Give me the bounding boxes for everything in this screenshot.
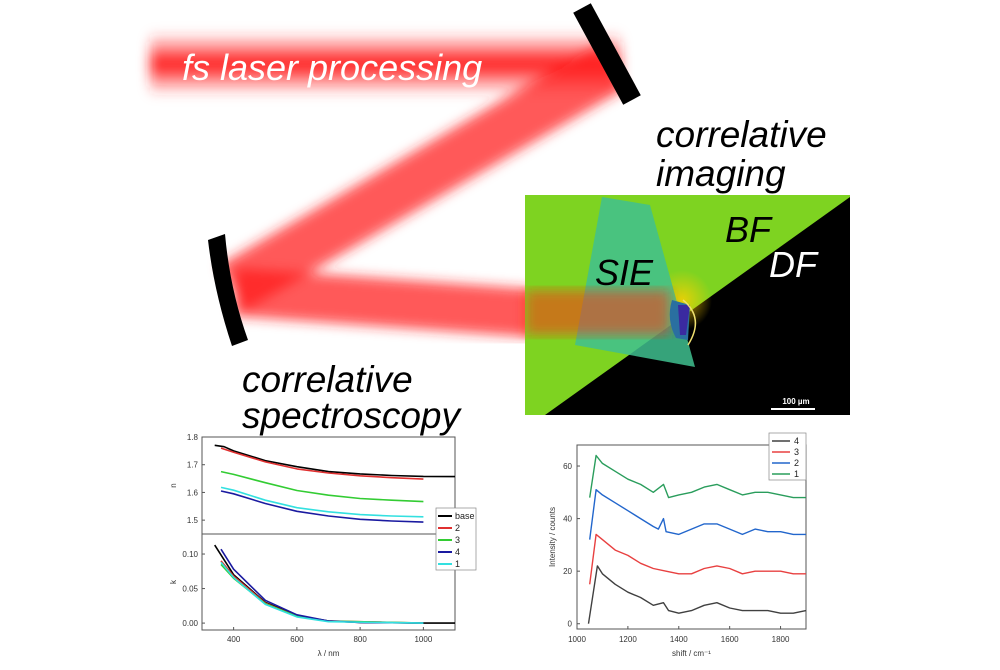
series-line-n-base [214,444,456,478]
x-tick-label: 1800 [772,635,790,644]
y-tick-label: 60 [563,462,572,471]
y-tick-label: 1.8 [187,433,199,442]
legend-label-base: base [455,511,475,521]
optical-constants-chart: 1.5 1.6 1.7 1.8 n 0.00 0.05 0.10 k 400 600 800 1000 λ… [169,433,477,658]
x-tick-label: 1200 [619,635,637,644]
y-tick-label: 40 [563,515,572,524]
x-tick-label: 1000 [568,635,586,644]
series-line-n-1 [220,486,424,518]
y-tick-label: 0 [568,620,573,629]
y-tick-label: 0.10 [182,550,198,559]
y-tick-label: 20 [563,567,572,576]
x-tick-label: 400 [227,635,241,644]
legend-label-4: 4 [794,436,799,446]
raman-spectra-chart: 0 20 40 60 1000 1200 1400 1600 1800 shift / cm⁻¹ I… [548,432,807,658]
legend-label-2: 2 [794,458,799,468]
legend-box [768,432,807,481]
legend-label-2: 2 [455,523,460,533]
plot-frame [576,444,807,630]
plot-frame-k [201,533,456,631]
bf-label: BF [725,209,773,250]
y-tick-label: 0.00 [182,619,198,628]
legend-label-3: 3 [794,447,799,457]
legend: base 2 3 4 1 [435,507,477,571]
legend-label-1: 1 [794,469,799,479]
y-tick-label: 1.7 [187,461,199,470]
series-line-4 [587,565,807,624]
series-line-1 [589,454,806,499]
y-axis-label: n [169,483,178,487]
scale-bar-label: 100 µm [782,397,809,406]
x-axis-label: shift / cm⁻¹ [672,649,711,658]
legend-label-3: 3 [455,535,460,545]
sie-label: SIE [595,252,654,293]
y-tick-label: 1.6 [187,488,199,497]
x-tick-label: 800 [353,635,367,644]
laser-beam [150,32,626,339]
imaging-label-line1: correlative [656,114,827,155]
y-axis-label: k [169,579,178,584]
legend-label-1: 1 [455,559,460,569]
series-line-k-1 [220,561,424,624]
legend-label-4: 4 [455,547,460,557]
x-axis-label: λ / nm [318,649,340,658]
laser-label: fs laser processing [182,47,482,88]
series-line-k-3 [220,563,424,624]
series-line-k-base [214,544,455,624]
x-tick-label: 600 [290,635,304,644]
series-line-n-3 [220,470,424,503]
flat-mirror [573,3,641,105]
series-line-n-4 [220,490,424,523]
spectroscopy-label-line1: correlative [242,359,413,400]
y-axis-label: Intensity / counts [548,507,557,567]
x-tick-label: 1400 [670,635,688,644]
micrograph: BF DF SIE 100 µm [525,195,850,415]
plot-frame-n [201,436,456,535]
series-line-2 [589,489,806,540]
series-line-n-2 [220,447,424,480]
imaging-label-line2: imaging [656,153,786,194]
df-label: DF [769,244,819,285]
y-tick-label: 1.5 [187,516,199,525]
series-line-3 [589,533,806,585]
concave-mirror [208,234,248,346]
y-tick-label: 0.05 [182,585,198,594]
x-tick-label: 1000 [414,635,432,644]
series-line-k-4 [220,548,424,624]
spectroscopy-label-line2: spectroscopy [242,395,462,436]
x-tick-label: 1600 [721,635,739,644]
